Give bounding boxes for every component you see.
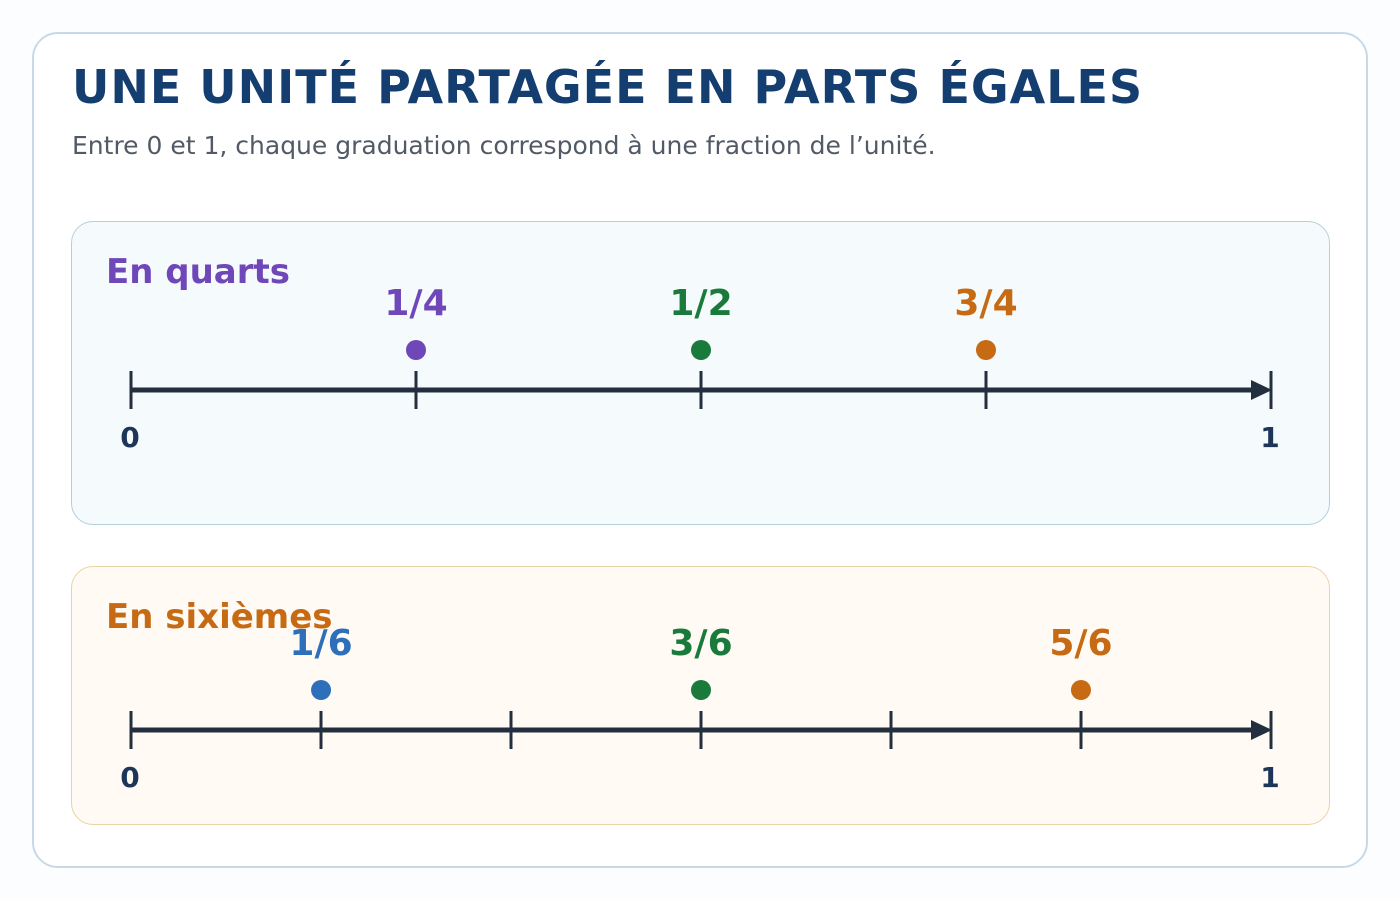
arrow-head-icon [1251,380,1272,400]
arrow-head-icon [1251,720,1272,740]
fraction-point [1070,680,1091,700]
end-label-zero: 0 [120,421,139,454]
page-subtitle: Entre 0 et 1, chaque graduation correspo… [72,131,936,160]
fraction-point [406,340,426,360]
end-label-one: 1 [1260,421,1279,454]
fraction-label: 5/6 [1049,623,1112,664]
fraction-label: 3/6 [669,623,732,664]
page-title: UNE UNITÉ PARTAGÉE EN PARTS ÉGALES [72,60,1144,114]
fraction-label: 3/4 [954,283,1017,324]
panel-title-quarts: En quarts [106,252,291,292]
fraction-point [691,680,711,700]
fraction-label: 1/6 [289,623,352,664]
panel-sixiemes: En sixièmes [71,566,1330,825]
fraction-point [976,340,996,360]
end-label-one: 1 [1260,761,1279,794]
fraction-label: 1/2 [669,283,732,324]
fraction-label: 1/4 [384,283,447,324]
fraction-point [691,340,711,360]
fraction-point [311,680,332,700]
panel-title-sixiemes: En sixièmes [106,597,333,637]
end-label-zero: 0 [120,761,139,794]
